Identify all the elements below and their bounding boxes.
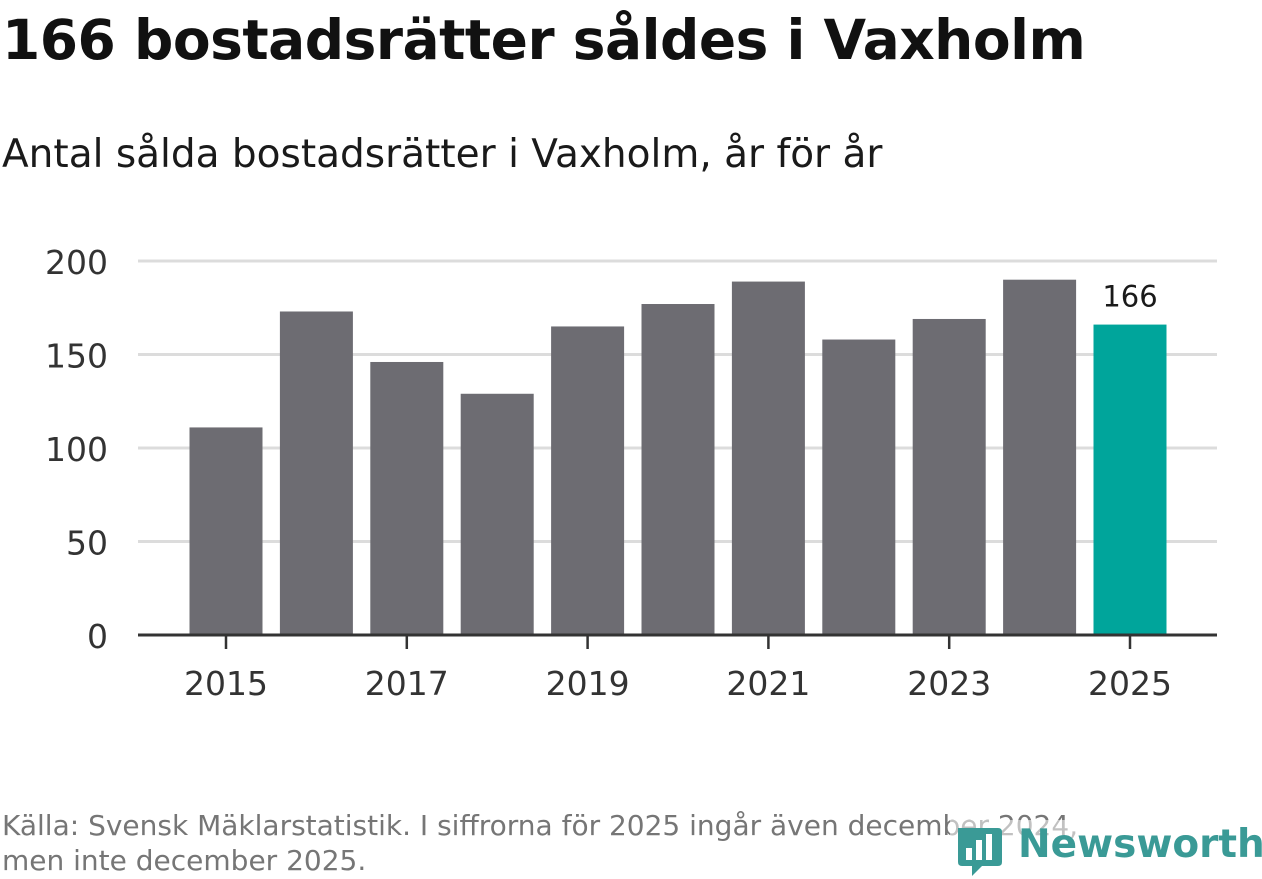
newsworthy-chart-icon	[958, 828, 1002, 876]
x-tick-label-2015: 2015	[184, 664, 268, 703]
bar-2016	[279, 311, 353, 635]
source-line-2: men inte december 2025.	[2, 844, 367, 877]
bar-2023	[912, 318, 986, 635]
bar-2022	[822, 339, 896, 635]
y-tick-label-50: 50	[66, 524, 108, 563]
x-tick-label-2017: 2017	[365, 664, 449, 703]
bars	[189, 279, 1167, 635]
y-tick-label-200: 200	[45, 243, 108, 282]
bar-2018	[460, 393, 534, 635]
y-tick-label-150: 150	[45, 337, 108, 376]
data-label-2025: 166	[1102, 280, 1157, 314]
bar-2019	[551, 326, 625, 635]
x-axis-tick-labels: 2015 2017 2019 2021 2023 2025	[184, 664, 1172, 703]
bar-2024	[1003, 279, 1077, 635]
bar-2015	[189, 427, 263, 635]
bar-2025	[1093, 324, 1167, 635]
source-line-1: Källa: Svensk Mäklarstatistik. I siffror…	[2, 809, 1079, 842]
data-labels: 166	[1102, 280, 1157, 314]
bar-2017	[370, 361, 444, 635]
chart-title: 166 bostadsrätter såldes i Vaxholm	[2, 8, 1086, 72]
x-tick-label-2021: 2021	[726, 664, 810, 703]
y-axis-tick-labels: 0 50 100 150 200	[45, 243, 108, 656]
x-tick-label-2023: 2023	[907, 664, 991, 703]
chart-subtitle: Antal sålda bostadsrätter i Vaxholm, år …	[2, 132, 883, 177]
source-note: Källa: Svensk Mäklarstatistik. I siffror…	[2, 808, 1202, 878]
x-tick-label-2025: 2025	[1088, 664, 1172, 703]
y-tick-label-0: 0	[87, 617, 108, 656]
x-tick-label-2019: 2019	[546, 664, 630, 703]
y-tick-label-100: 100	[45, 430, 108, 469]
newsworthy-logo-text: Newsworthy	[1018, 822, 1262, 867]
bar-2020	[641, 304, 715, 635]
newsworthy-logo: Newsworthy	[950, 820, 1262, 876]
x-axis	[138, 633, 1217, 649]
bar-2021	[731, 281, 805, 635]
